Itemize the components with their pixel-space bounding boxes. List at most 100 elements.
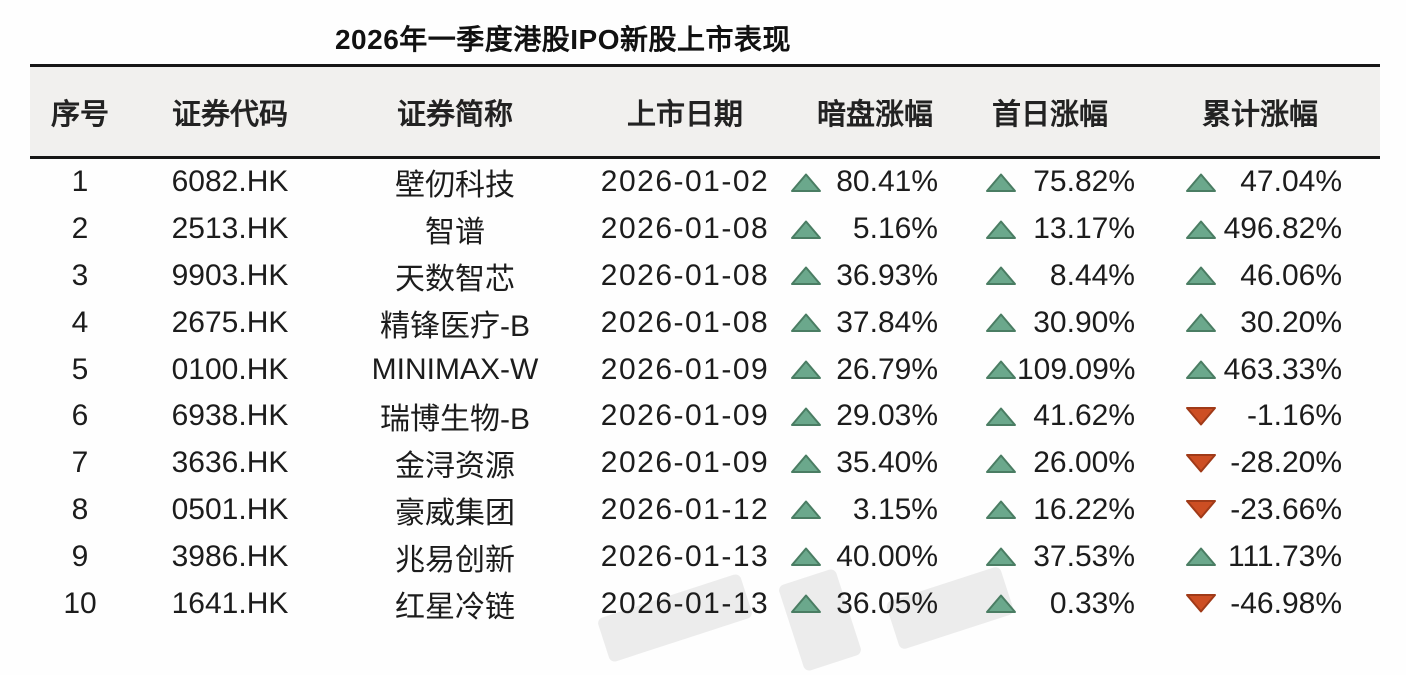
column-header-first-day-change: 首日涨幅	[991, 98, 1108, 131]
up-triangle-icon	[790, 358, 822, 381]
cumulative-change-cell: 47.04%	[1140, 165, 1380, 199]
change-value: 40.00%	[836, 539, 938, 573]
date-cell: 2026-01-13	[600, 539, 770, 573]
cumulative-change-cell: 46.06%	[1140, 259, 1380, 293]
up-triangle-icon	[985, 545, 1017, 568]
table-header-bottom-rule	[30, 156, 1380, 159]
change-value: 29.03%	[836, 399, 938, 433]
up-triangle-icon	[985, 592, 1017, 615]
change-value: 13.17%	[1033, 212, 1135, 246]
down-triangle-icon	[1185, 452, 1217, 475]
name-cell: 壁仞科技	[395, 169, 515, 203]
column-header-name: 证券简称	[396, 98, 513, 131]
table-row: 6 6938.HK 瑞博生物-B 2026-01-09 29.03% 41.62…	[30, 393, 1380, 440]
date-cell: 2026-01-09	[600, 446, 770, 480]
name-cell: 智谱	[425, 216, 485, 250]
name-cell: 精锋医疗-B	[380, 309, 530, 343]
cumulative-change-cell: -28.20%	[1140, 446, 1380, 480]
dark-change-cell: 40.00%	[790, 540, 960, 574]
change-value: 463.33%	[1223, 352, 1342, 386]
index-cell: 5	[71, 352, 89, 386]
index-cell: 6	[71, 399, 89, 433]
first-day-change-cell: 26.00%	[960, 446, 1140, 480]
change-value: 0.33%	[1049, 586, 1135, 620]
up-triangle-icon	[985, 264, 1017, 287]
change-value: 3.15%	[852, 492, 938, 526]
date-cell: 2026-01-02	[600, 165, 770, 199]
page-title: 2026年一季度港股IPO新股上市表现	[334, 24, 792, 55]
column-header-cumulative-change: 累计涨幅	[1201, 98, 1318, 131]
change-value: -28.20%	[1230, 446, 1342, 480]
change-value: 46.06%	[1240, 258, 1342, 292]
up-triangle-icon	[790, 592, 822, 615]
change-value: 8.44%	[1049, 258, 1135, 292]
cumulative-change-cell: 496.82%	[1140, 212, 1380, 246]
change-value: -46.98%	[1230, 586, 1342, 620]
table-row: 9 3986.HK 兆易创新 2026-01-13 40.00% 37.53% …	[30, 533, 1380, 580]
first-day-change-cell: 75.82%	[960, 165, 1140, 199]
code-cell: 2513.HK	[171, 212, 289, 246]
table-row: 3 9903.HK 天数智芯 2026-01-08 36.93% 8.44% 4…	[30, 253, 1380, 300]
column-header-index: 序号	[50, 98, 109, 131]
index-cell: 1	[71, 165, 89, 199]
change-value: 80.41%	[836, 165, 938, 199]
table-header-row: 序号 证券代码 证券简称 上市日期 暗盘涨幅 首日涨幅 累计涨幅	[30, 67, 1380, 156]
code-cell: 2675.HK	[171, 305, 289, 339]
cumulative-change-cell: 111.73%	[1140, 540, 1380, 574]
index-cell: 10	[63, 586, 97, 620]
dark-change-cell: 36.05%	[790, 587, 960, 621]
up-triangle-icon	[1185, 311, 1217, 334]
first-day-change-cell: 41.62%	[960, 399, 1140, 433]
change-value: 75.82%	[1033, 165, 1135, 199]
up-triangle-icon	[985, 498, 1017, 521]
up-triangle-icon	[985, 452, 1017, 475]
up-triangle-icon	[1185, 218, 1217, 241]
name-cell: 红星冷链	[395, 590, 515, 624]
down-triangle-icon	[1185, 592, 1217, 615]
up-triangle-icon	[790, 405, 822, 428]
up-triangle-icon	[790, 545, 822, 568]
down-triangle-icon	[1185, 405, 1217, 428]
change-value: 26.79%	[836, 352, 938, 386]
date-cell: 2026-01-09	[600, 399, 770, 433]
name-cell: 瑞博生物-B	[380, 403, 530, 437]
change-value: -23.66%	[1230, 492, 1342, 526]
date-cell: 2026-01-12	[600, 492, 770, 526]
code-cell: 6082.HK	[171, 165, 289, 199]
index-cell: 2	[71, 212, 89, 246]
table-row: 8 0501.HK 豪威集团 2026-01-12 3.15% 16.22% -…	[30, 487, 1380, 534]
date-cell: 2026-01-09	[600, 352, 770, 386]
first-day-change-cell: 37.53%	[960, 540, 1140, 574]
cumulative-change-cell: 463.33%	[1140, 353, 1380, 387]
date-cell: 2026-01-08	[600, 258, 770, 292]
first-day-change-cell: 8.44%	[960, 259, 1140, 293]
dark-change-cell: 37.84%	[790, 306, 960, 340]
name-cell: 兆易创新	[395, 543, 515, 577]
change-value: 37.84%	[836, 305, 938, 339]
change-value: 36.93%	[836, 258, 938, 292]
index-cell: 3	[71, 258, 89, 292]
change-value: 30.90%	[1033, 305, 1135, 339]
name-cell: 金浔资源	[395, 450, 515, 484]
first-day-change-cell: 13.17%	[960, 212, 1140, 246]
up-triangle-icon	[985, 311, 1017, 334]
date-cell: 2026-01-08	[600, 212, 770, 246]
up-triangle-icon	[790, 452, 822, 475]
up-triangle-icon	[1185, 264, 1217, 287]
table-row: 2 2513.HK 智谱 2026-01-08 5.16% 13.17% 496…	[30, 206, 1380, 253]
cumulative-change-cell: -1.16%	[1140, 399, 1380, 433]
table-row: 10 1641.HK 红星冷链 2026-01-13 36.05% 0.33% …	[30, 580, 1380, 627]
code-cell: 3986.HK	[171, 539, 289, 573]
change-value: 5.16%	[852, 212, 938, 246]
index-cell: 4	[71, 305, 89, 339]
up-triangle-icon	[1185, 545, 1217, 568]
index-cell: 8	[71, 492, 89, 526]
up-triangle-icon	[985, 218, 1017, 241]
change-value: 47.04%	[1240, 165, 1342, 199]
change-value: 41.62%	[1033, 399, 1135, 433]
change-value: 496.82%	[1223, 212, 1342, 246]
index-cell: 9	[71, 539, 89, 573]
up-triangle-icon	[790, 171, 822, 194]
table-row: 7 3636.HK 金浔资源 2026-01-09 35.40% 26.00% …	[30, 440, 1380, 487]
up-triangle-icon	[790, 264, 822, 287]
